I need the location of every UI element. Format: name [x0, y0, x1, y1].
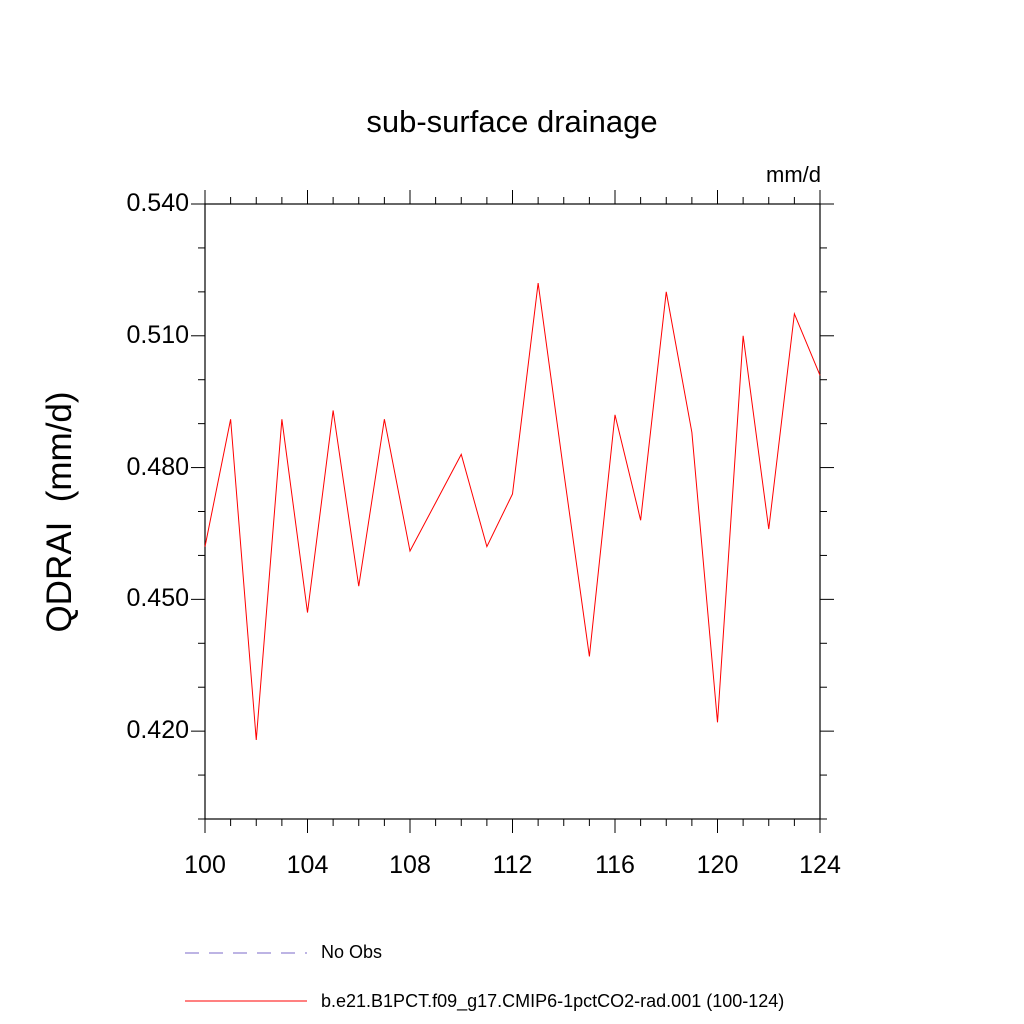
y-tick-label: 0.420 [126, 716, 189, 745]
x-tick-label: 108 [389, 851, 431, 879]
plot-series [204, 283, 821, 740]
y-tick-label: 0.510 [126, 320, 189, 349]
series-line [204, 283, 821, 740]
chart-title: sub-surface drainage [366, 104, 658, 139]
legend-lines [185, 952, 307, 1002]
y-tick-label: 0.450 [126, 584, 189, 613]
legend-label-model-run: b.e21.B1PCT.f09_g17.CMIP6-1pctCO2-rad.00… [321, 991, 785, 1011]
x-tick-label: 104 [286, 851, 329, 879]
legend-label-no-obs: No Obs [321, 942, 383, 962]
plot-axes [191, 190, 834, 833]
x-tick-label: 120 [696, 851, 739, 879]
units-label: mm/d [766, 162, 821, 187]
y-tick-label: 0.480 [126, 452, 189, 481]
x-tick-label: 116 [595, 851, 635, 879]
y-axis-label: QDRAI (mm/d) [40, 391, 79, 633]
plot-frame [204, 203, 821, 820]
x-tick-label: 112 [492, 851, 533, 879]
x-tick-label: 124 [799, 851, 841, 879]
x-tick-label: 100 [184, 851, 226, 879]
y-tick-label: 0.540 [126, 189, 189, 217]
